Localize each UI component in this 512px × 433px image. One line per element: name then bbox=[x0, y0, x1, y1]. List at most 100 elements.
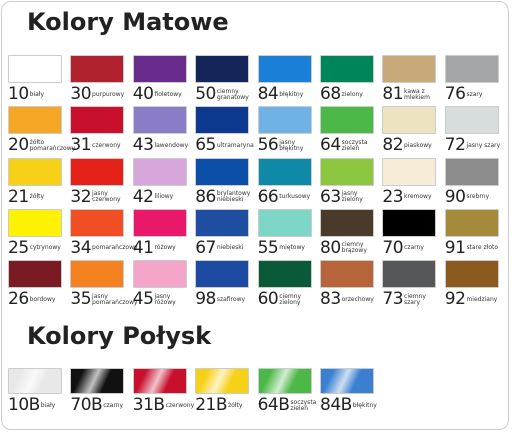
swatch bbox=[195, 208, 250, 237]
swatch-label: 26 bordowy bbox=[8, 291, 70, 308]
swatch-name: błękitny bbox=[279, 90, 304, 98]
swatch-code: 21B bbox=[195, 395, 227, 415]
swatch-code: 64 bbox=[320, 135, 341, 156]
swatch-name: biały bbox=[29, 90, 45, 98]
swatch-name: jasny zielony bbox=[341, 190, 363, 204]
swatch-code: 98 bbox=[195, 289, 216, 310]
swatch-name: brylantowy niebieski bbox=[216, 190, 251, 204]
swatch-label: 73 ciemny szary bbox=[382, 291, 444, 308]
swatch bbox=[8, 368, 62, 394]
swatch bbox=[8, 208, 62, 237]
swatch-label: 31B czerwony bbox=[133, 397, 195, 414]
swatch-code: 66 bbox=[257, 186, 279, 207]
swatch-name: jasny czerwony bbox=[92, 190, 121, 204]
swatch bbox=[195, 106, 250, 135]
swatch-label: 25 cytrynowy bbox=[8, 237, 70, 258]
swatch bbox=[382, 106, 437, 135]
swatch-label: 45 jasny różowy bbox=[133, 291, 195, 308]
swatch-code: 21 bbox=[8, 186, 29, 207]
swatch-code: 90 bbox=[444, 186, 466, 207]
swatch-label: 84B błękitny bbox=[320, 397, 382, 414]
swatch-name: czarny bbox=[103, 401, 124, 409]
swatch bbox=[257, 260, 312, 289]
swatch bbox=[195, 260, 250, 289]
swatch bbox=[382, 208, 437, 237]
swatch-code: 10 bbox=[8, 84, 29, 104]
swatch-label: 35 jasny pomarańczowy bbox=[70, 289, 137, 310]
swatch-code: 65 bbox=[195, 135, 216, 156]
swatch-code: 82 bbox=[382, 135, 404, 156]
swatch bbox=[132, 260, 187, 289]
swatch bbox=[320, 368, 374, 394]
swatch-name: soczysta zieleń bbox=[341, 138, 368, 152]
swatch-code: 92 bbox=[444, 289, 466, 310]
swatch bbox=[132, 208, 187, 237]
swatch-code: 56 bbox=[257, 135, 279, 156]
swatch bbox=[382, 157, 437, 186]
swatch-name: szafirowy bbox=[216, 295, 246, 303]
swatch-name: miedziany bbox=[466, 295, 498, 303]
swatch-label: 91 stare złoto bbox=[445, 239, 507, 257]
swatch-name: fioletowy bbox=[154, 90, 182, 98]
swatch-code: 32 bbox=[70, 186, 92, 207]
swatch bbox=[132, 55, 187, 83]
swatch-code: 26 bbox=[8, 289, 29, 310]
swatch-code: 84 bbox=[257, 84, 279, 104]
swatch-name: pomarańczowy bbox=[92, 244, 138, 252]
swatch bbox=[257, 55, 312, 83]
swatch-name: kremowy bbox=[404, 193, 432, 201]
swatch-name: szary bbox=[466, 90, 483, 98]
swatch-code: 76 bbox=[444, 84, 466, 104]
swatch bbox=[70, 157, 125, 186]
swatch bbox=[132, 106, 187, 135]
swatch-code: 20 bbox=[8, 135, 29, 156]
swatch-name: jasny szary bbox=[466, 141, 501, 149]
swatch-label: 76 szary bbox=[445, 86, 507, 103]
swatch-label: 92 miedziany bbox=[445, 291, 507, 308]
swatch-label: 63 jasny zielony bbox=[320, 188, 382, 206]
swatch-code: 72 bbox=[444, 135, 466, 156]
swatch-code: 23 bbox=[382, 186, 404, 207]
swatch-name: ciemny granatowy bbox=[216, 87, 249, 101]
swatch-name: srebrny bbox=[466, 193, 490, 201]
swatch-code: 60 bbox=[257, 289, 279, 310]
swatch bbox=[444, 260, 499, 289]
swatch-code: 34 bbox=[70, 237, 92, 258]
section-title: Kolory Matowe bbox=[27, 8, 229, 36]
swatch-label: 10B biały bbox=[8, 397, 70, 414]
swatch-code: 80 bbox=[320, 237, 341, 258]
swatch-code: 70B bbox=[70, 395, 103, 415]
swatch-code: 86 bbox=[195, 186, 216, 207]
swatch-label: 80 ciemny brązowy bbox=[320, 237, 382, 258]
swatch-name: zielony bbox=[341, 90, 363, 98]
swatch-name: stare złoto bbox=[466, 244, 499, 252]
swatch-code: 25 bbox=[8, 237, 29, 258]
swatch-code: 68 bbox=[320, 84, 341, 104]
swatch bbox=[70, 106, 125, 135]
swatch bbox=[444, 106, 499, 135]
swatch bbox=[195, 157, 250, 186]
swatch bbox=[70, 260, 125, 289]
swatch-name: lawendowy bbox=[154, 141, 189, 149]
swatch bbox=[70, 208, 125, 237]
swatch bbox=[70, 368, 125, 394]
swatch-label: 55 miętowy bbox=[257, 237, 320, 258]
swatch-name: różowy bbox=[154, 244, 176, 252]
swatch-code: 84B bbox=[320, 395, 352, 415]
swatch-code: 73 bbox=[382, 289, 404, 310]
swatch-label: 34 pomarańczowy bbox=[70, 237, 138, 258]
swatch-code: 42 bbox=[132, 186, 154, 207]
swatch bbox=[320, 157, 374, 186]
swatch-code: 31B bbox=[132, 395, 165, 415]
swatch-label: 40 fioletowy bbox=[133, 86, 195, 103]
swatch-name: soczysta zieleń bbox=[290, 398, 317, 412]
swatch-code: 55 bbox=[257, 237, 279, 258]
swatch-code: 35 bbox=[70, 289, 92, 310]
section-title: Kolory Połysk bbox=[27, 322, 212, 350]
swatch-code: 31 bbox=[70, 135, 92, 156]
swatch-name: piaskowy bbox=[404, 141, 432, 149]
swatch-name: czerwony bbox=[92, 141, 121, 149]
swatch-name: jasny błękitny bbox=[279, 138, 304, 152]
swatch-code: 10B bbox=[8, 395, 40, 415]
